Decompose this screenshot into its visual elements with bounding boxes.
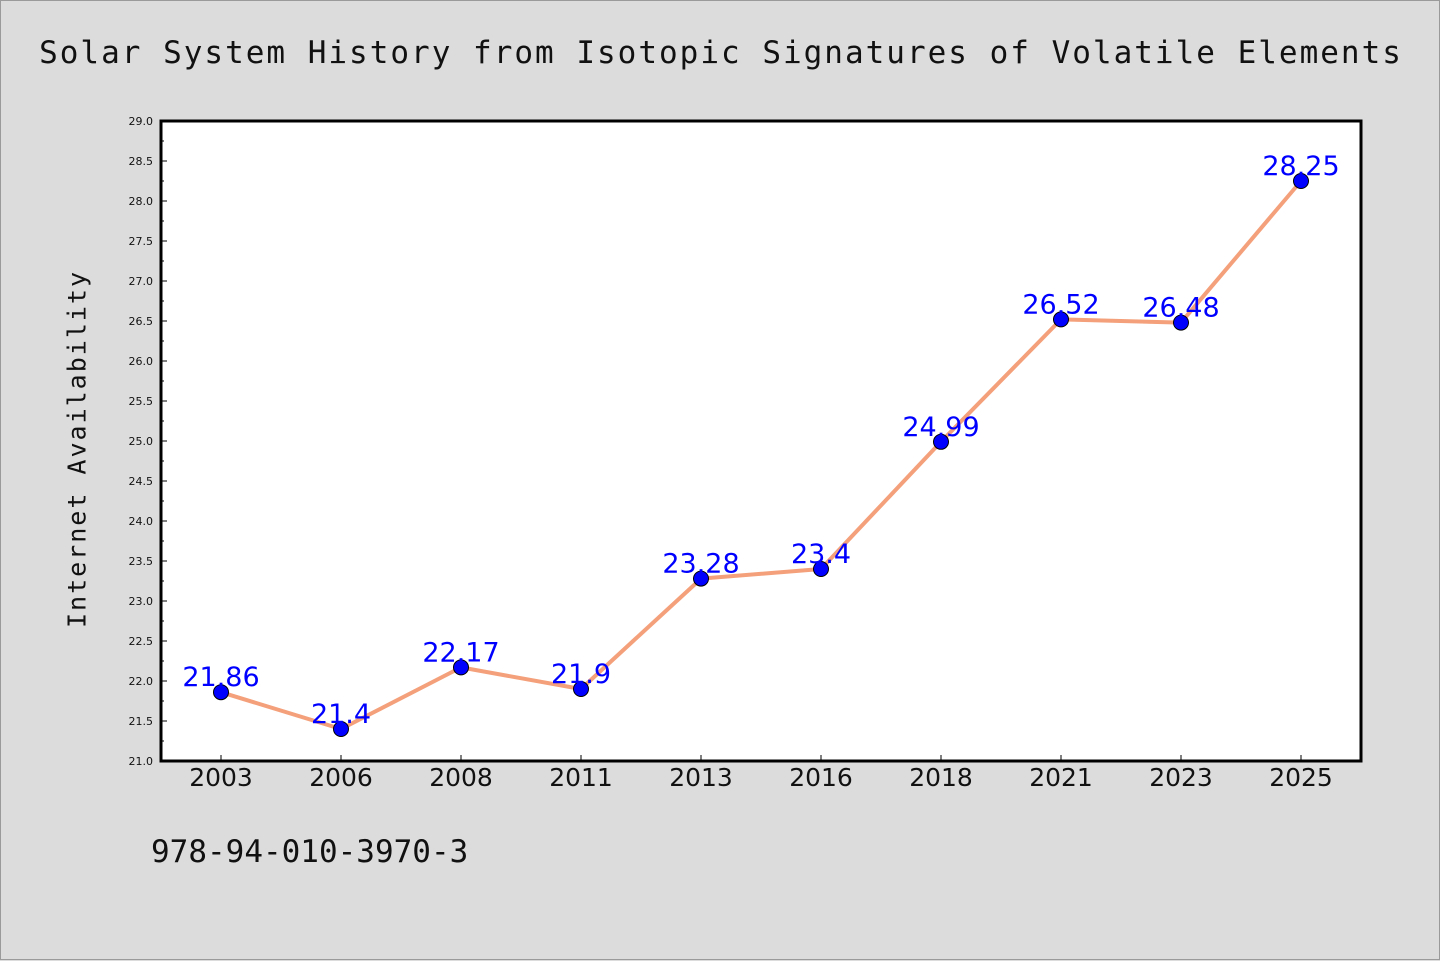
x-tick-label: 2018 bbox=[909, 763, 973, 792]
y-tick-label: 26.0 bbox=[129, 355, 154, 368]
data-label: 21.86 bbox=[182, 662, 259, 693]
data-label: 22.17 bbox=[422, 637, 499, 668]
y-tick-label: 23.5 bbox=[129, 555, 154, 568]
data-point bbox=[453, 659, 469, 676]
x-tick-label: 2008 bbox=[429, 763, 493, 792]
y-tick-label: 25.0 bbox=[129, 435, 154, 448]
data-point bbox=[933, 433, 949, 450]
data-point bbox=[693, 570, 709, 587]
data-label: 28.25 bbox=[1262, 151, 1339, 182]
y-tick-label: 21.0 bbox=[129, 755, 154, 768]
data-point bbox=[813, 561, 829, 577]
x-tick-label: 2016 bbox=[789, 763, 853, 792]
data-point bbox=[1053, 311, 1069, 328]
series-line bbox=[220, 179, 1303, 731]
y-tick-label: 24.5 bbox=[129, 475, 154, 488]
data-point bbox=[333, 721, 349, 737]
data-point bbox=[1173, 314, 1189, 331]
data-label: 26.52 bbox=[1022, 289, 1099, 320]
x-tick-label: 2025 bbox=[1269, 763, 1333, 792]
y-tick-label: 25.5 bbox=[129, 395, 154, 408]
x-tick-label: 2011 bbox=[549, 763, 613, 792]
y-tick-label: 27.0 bbox=[129, 275, 154, 288]
x-tick-label: 2023 bbox=[1149, 763, 1213, 792]
data-point bbox=[573, 681, 589, 697]
y-tick-label: 28.5 bbox=[129, 155, 154, 168]
plot-area bbox=[159, 119, 1363, 763]
data-label: 24.99 bbox=[902, 412, 979, 443]
footer-code: 978-94-010-3970-3 bbox=[151, 834, 469, 870]
data-label: 23.4 bbox=[791, 539, 851, 570]
data-point bbox=[213, 684, 229, 701]
data-label: 23.28 bbox=[662, 549, 739, 580]
y-tick-label: 23.0 bbox=[129, 595, 154, 608]
y-tick-label: 26.5 bbox=[129, 315, 154, 328]
data-label: 21.4 bbox=[311, 699, 371, 730]
y-tick-label: 22.5 bbox=[129, 635, 154, 648]
y-tick-label: 21.5 bbox=[129, 715, 154, 728]
x-tick-label: 2013 bbox=[669, 763, 733, 792]
y-tick-label: 24.0 bbox=[129, 515, 154, 528]
x-tick-label: 2021 bbox=[1029, 763, 1093, 792]
data-label: 21.9 bbox=[551, 659, 611, 690]
chart-title: Solar System History from Isotopic Signa… bbox=[39, 35, 1403, 71]
x-tick-label: 2003 bbox=[189, 763, 253, 792]
x-tick-label: 2006 bbox=[309, 763, 373, 792]
data-point bbox=[1293, 173, 1309, 189]
y-tick-label: 28.0 bbox=[129, 195, 154, 208]
y-tick-label: 22.0 bbox=[129, 675, 154, 688]
data-label: 26.48 bbox=[1142, 293, 1219, 324]
y-tick-label: 29.0 bbox=[129, 115, 154, 128]
y-tick-label: 27.5 bbox=[129, 235, 154, 248]
